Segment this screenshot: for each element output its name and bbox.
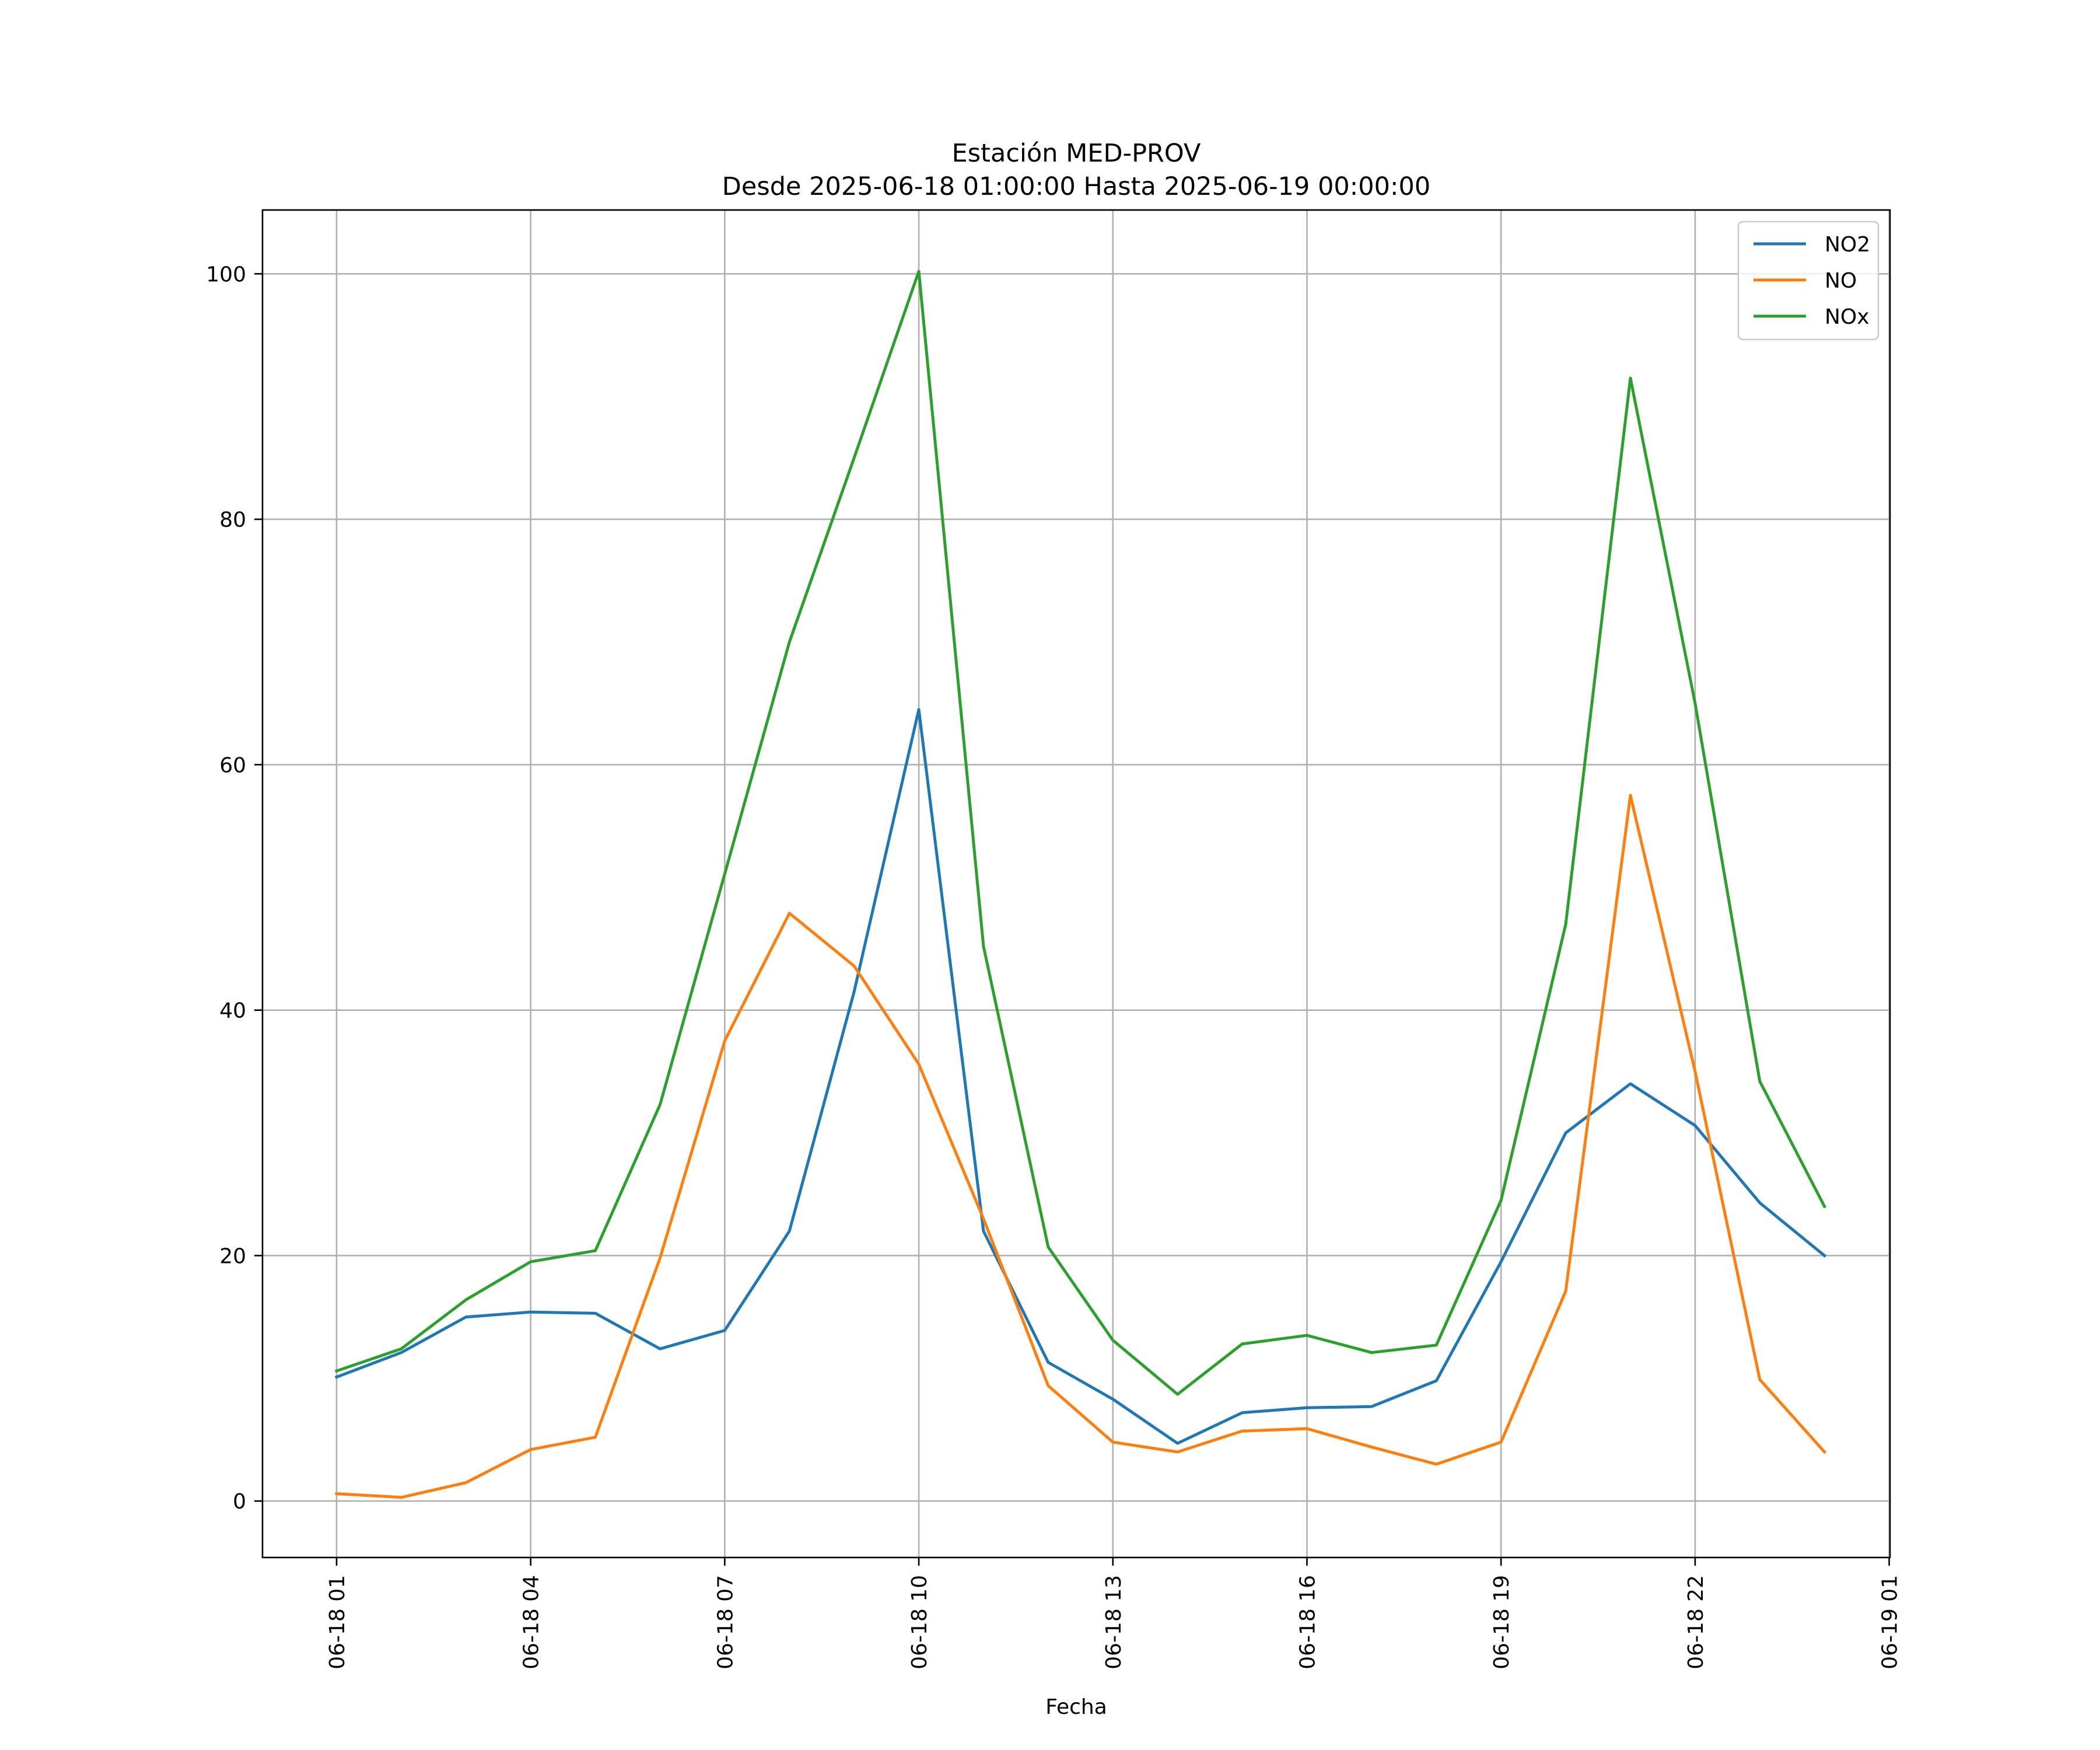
y-axis: 0 20 40 60 80 100 (206, 262, 262, 1514)
grid (262, 210, 1890, 1558)
y-tick-label: 60 (219, 754, 246, 778)
x-axis-label: Fecha (1045, 1695, 1107, 1719)
y-tick-label: 80 (219, 508, 246, 532)
x-tick-label: 06-18 04 (520, 1575, 544, 1670)
x-tick-label: 06-18 19 (1490, 1575, 1514, 1670)
x-tick-label: 06-18 10 (908, 1575, 932, 1670)
x-tick-label: 06-18 13 (1102, 1575, 1126, 1670)
y-tick-label: 40 (219, 999, 246, 1023)
legend-label-no2: NO2 (1825, 233, 1870, 257)
series-line-nox (334, 270, 1827, 1396)
y-tick-label: 20 (219, 1244, 246, 1268)
series-line-no (335, 794, 1827, 1499)
y-tick-label: 100 (206, 262, 246, 286)
series-lines (334, 270, 1827, 1499)
x-tick-label: 06-18 07 (713, 1575, 737, 1670)
legend: NO2 NO NOx (1737, 220, 1880, 341)
plot-frame (261, 209, 1891, 1559)
x-tick-label: 06-18 01 (326, 1575, 349, 1670)
x-axis: 06-18 01 06-18 04 06-18 07 06-18 10 06-18 13… (326, 1558, 1902, 1670)
x-tick-label: 06-18 16 (1296, 1575, 1320, 1670)
chart-subtitle: Desde 2025-06-18 01:00:00 Hasta 2025-06-… (722, 172, 1430, 201)
y-tick-label: 0 (233, 1490, 246, 1514)
legend-box (1737, 220, 1880, 341)
chart-title: Estación MED-PROV (952, 139, 1201, 168)
legend-label-nox: NOx (1825, 305, 1870, 329)
x-tick-label: 06-18 22 (1684, 1575, 1708, 1670)
x-tick-label: 06-19 01 (1878, 1575, 1902, 1670)
legend-label-no: NO (1825, 269, 1857, 293)
series-line-no2 (334, 708, 1827, 1445)
